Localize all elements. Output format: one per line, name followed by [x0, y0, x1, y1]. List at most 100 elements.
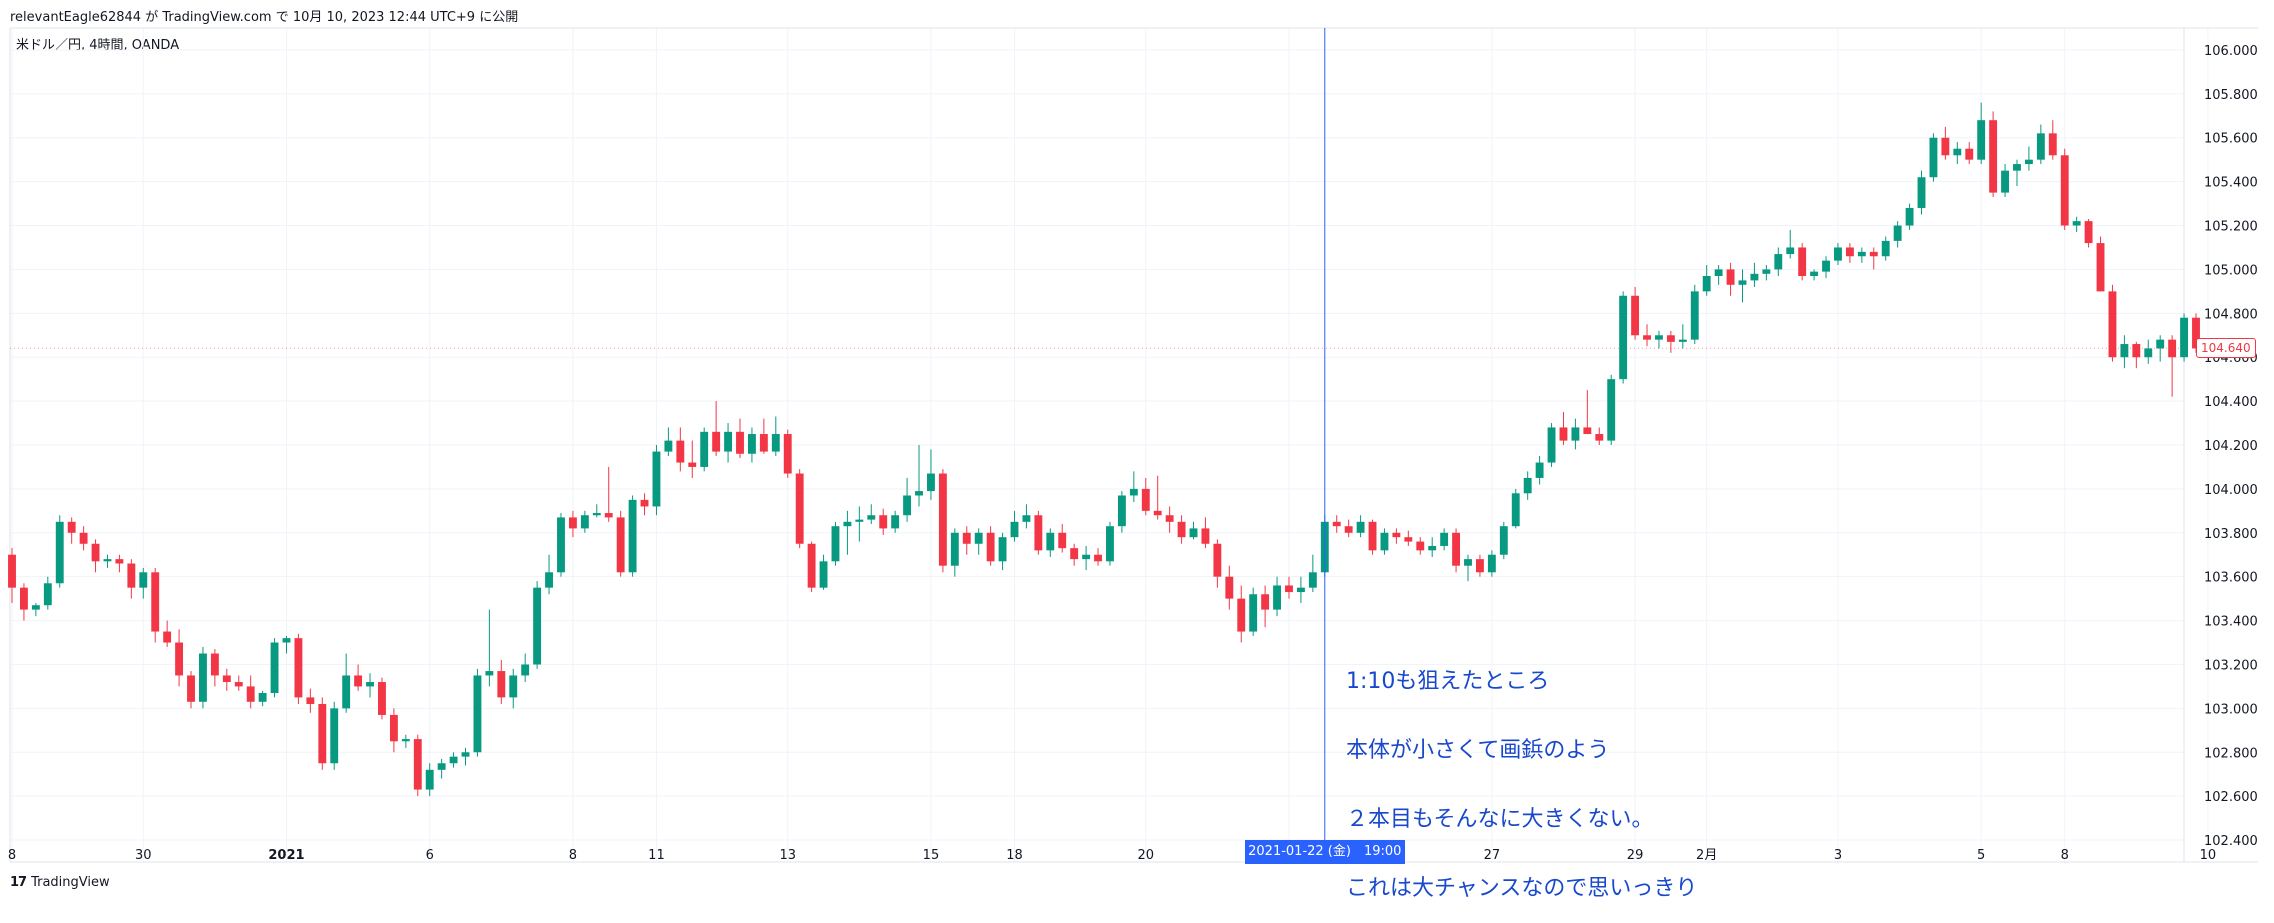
candle [31, 603, 40, 617]
candle [1714, 265, 1723, 285]
candle-body [1941, 137, 1950, 156]
candle [700, 427, 709, 472]
candle-body [867, 515, 876, 520]
candle [127, 559, 136, 599]
candle [139, 567, 148, 599]
candle [2156, 335, 2165, 362]
candle [55, 515, 64, 588]
tradingview-logo[interactable]: 17 TradingView [10, 875, 110, 890]
candle-body [55, 521, 64, 584]
candle [19, 583, 28, 621]
candle-body [103, 559, 112, 562]
candle-body [1058, 532, 1067, 549]
candle [2096, 236, 2105, 292]
cursor-time-label: 2021-01-22 (金) 19:00 [1244, 840, 1405, 864]
candle [640, 493, 649, 516]
candle-body [759, 434, 768, 452]
candle [1678, 324, 1687, 349]
price-tick-label: 102.600 [2204, 790, 2258, 805]
candle [187, 671, 195, 709]
candle-body [449, 756, 458, 764]
candle-body [31, 605, 40, 610]
candle [103, 554, 112, 568]
candle [1332, 515, 1341, 533]
candle [509, 668, 518, 709]
last-price-label: 104.640 [2196, 338, 2256, 359]
candle [1834, 243, 1842, 266]
candle [1296, 576, 1305, 604]
candle-body [342, 675, 351, 709]
candle [1177, 515, 1186, 544]
candle [855, 506, 864, 542]
candle [819, 554, 828, 590]
candle [1523, 471, 1532, 500]
annotation-text[interactable]: 1:10も狙えたところ 本体が小さくて画鋲のよう ２本目もそんなに大きくない。 … [1346, 624, 1697, 923]
candle-body [998, 537, 1007, 562]
candle [449, 752, 458, 768]
candle-body [473, 675, 482, 753]
candle-body [1714, 269, 1723, 277]
candle [2168, 335, 2177, 397]
candle [1941, 126, 1950, 160]
candle-body [1750, 273, 1759, 281]
time-axis[interactable]: 83020216811131518202227292月35810 [8, 848, 2216, 863]
candle-body [1332, 521, 1341, 527]
candle-body [1571, 427, 1580, 441]
candle [8, 548, 16, 604]
candle [210, 649, 219, 687]
candle [759, 418, 768, 454]
candle [712, 401, 721, 456]
candle-body [1296, 587, 1305, 593]
candle-body [700, 431, 709, 467]
candle-body [2084, 221, 2093, 244]
candle-body [771, 434, 780, 452]
candle-body [294, 638, 303, 698]
candle [1153, 475, 1162, 520]
candle-body [1583, 427, 1592, 435]
time-tick-label: 15 [923, 848, 940, 863]
candle [1869, 247, 1878, 270]
candlestick-chart[interactable]: 106.000 105.800 105.600 105.400 105.200 105.0… [0, 0, 2274, 903]
candle-body [1141, 488, 1150, 511]
candle-body [1440, 532, 1449, 546]
candle [843, 510, 852, 555]
candle [915, 445, 923, 507]
candle-body [1129, 488, 1138, 496]
candle [1237, 585, 1246, 643]
candle-body [1225, 576, 1234, 599]
candle-body [389, 714, 398, 742]
candle-body [1165, 515, 1174, 522]
candle [998, 532, 1007, 571]
candle-body [2120, 344, 2129, 358]
time-tick-label: 8 [8, 848, 16, 863]
candle-body [437, 763, 446, 770]
candle [1273, 576, 1281, 617]
candle-body [1619, 295, 1628, 380]
candle-body [1798, 247, 1807, 277]
candle [1881, 236, 1890, 261]
candle [1404, 530, 1413, 546]
candle [1547, 423, 1556, 467]
candle [1583, 390, 1592, 435]
candle-body [1082, 554, 1091, 560]
price-axis[interactable]: 106.000 105.800 105.600 105.400 105.200 105.0… [2204, 44, 2258, 849]
candle-body [831, 526, 840, 562]
candle [676, 427, 685, 472]
candle-body [199, 653, 207, 702]
candle-body [1523, 477, 1532, 494]
candle-body [67, 521, 76, 533]
candle [1619, 291, 1628, 384]
annotation-line-4: これは大チャンスなので思いっきり [1346, 876, 1698, 901]
candle-body [2108, 291, 2117, 358]
price-tick-label: 104.000 [2204, 483, 2258, 498]
candle-body [1643, 335, 1651, 340]
price-tick-label: 104.400 [2204, 395, 2258, 410]
candle-body [1655, 335, 1663, 340]
candle [258, 690, 267, 707]
candle [1141, 477, 1150, 516]
candle [2048, 120, 2057, 160]
candle-body [1153, 510, 1162, 516]
candle [163, 620, 172, 647]
candle-body [1416, 541, 1425, 551]
candle-body [1046, 532, 1055, 551]
